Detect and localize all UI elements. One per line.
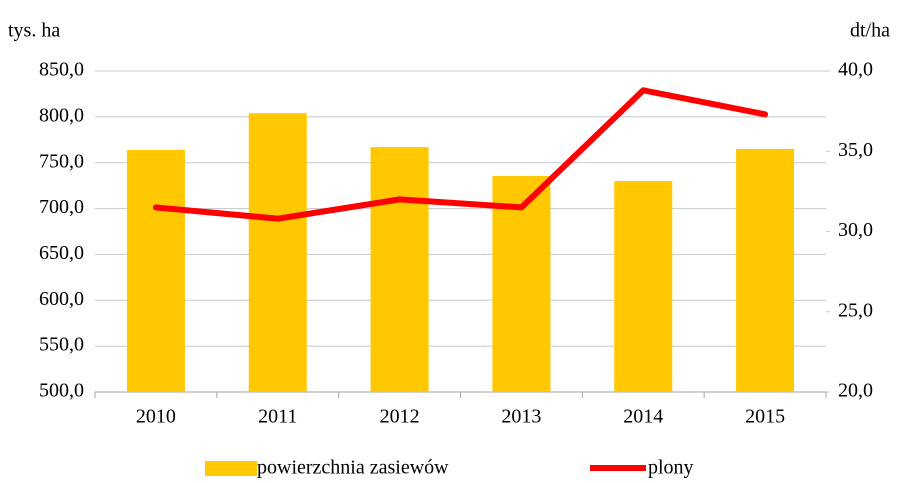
x-tick-label: 2015 xyxy=(745,406,785,428)
y2-tick-label: 25,0 xyxy=(838,299,873,321)
y-tick-label: 850,0 xyxy=(39,59,84,81)
legend-label: powierzchnia zasiewów xyxy=(257,457,449,479)
legend-swatch xyxy=(205,461,257,476)
y2-tick-label: 40,0 xyxy=(838,59,873,81)
y2-tick-label: 30,0 xyxy=(838,219,873,241)
x-tick-label: 2014 xyxy=(623,406,663,428)
x-tick-label: 2013 xyxy=(501,406,541,428)
bar xyxy=(736,148,795,392)
y-tick-label: 650,0 xyxy=(39,242,84,264)
y-tick-label: 500,0 xyxy=(39,380,84,402)
bar xyxy=(614,181,673,392)
y-tick-label: 700,0 xyxy=(39,196,84,218)
y-tick-label: 600,0 xyxy=(39,288,84,310)
legend-label: plony xyxy=(648,457,694,479)
x-tick-label: 2010 xyxy=(136,406,176,428)
y2-tick-label: 35,0 xyxy=(838,139,873,161)
line xyxy=(152,87,769,222)
bar xyxy=(492,176,551,392)
bar xyxy=(126,149,185,392)
y-axis-label: tys. ha xyxy=(8,20,60,42)
y-tick-label: 800,0 xyxy=(39,104,84,126)
y2-axis-label: dt/ha xyxy=(850,20,890,42)
bar xyxy=(248,113,307,392)
y-tick-label: 750,0 xyxy=(39,150,84,172)
y2-tick-label: 20,0 xyxy=(838,380,873,402)
bar xyxy=(370,147,429,392)
y-tick-label: 550,0 xyxy=(39,334,84,356)
x-tick-label: 2012 xyxy=(380,406,420,428)
x-tick-label: 2011 xyxy=(258,406,297,428)
